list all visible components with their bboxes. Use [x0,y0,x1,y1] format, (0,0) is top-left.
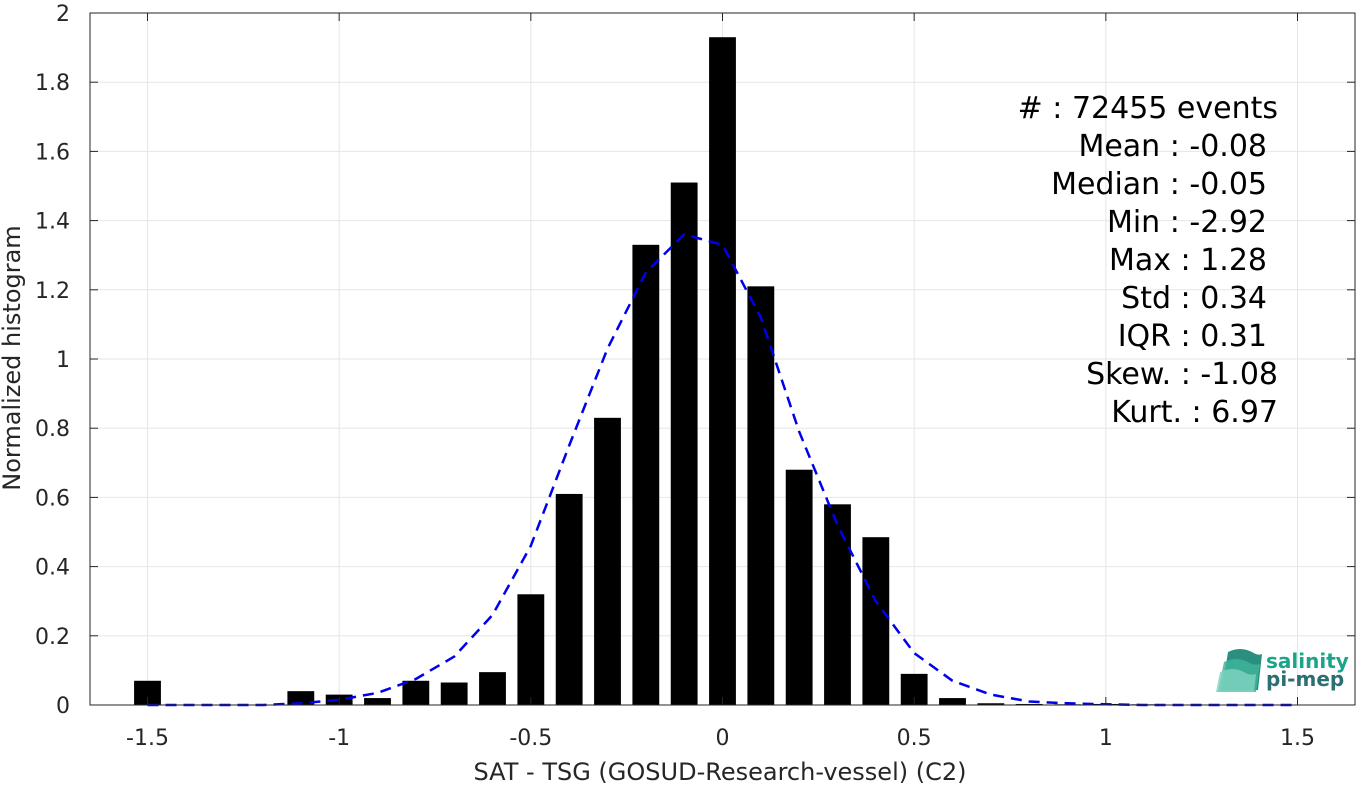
histogram-bar [939,698,966,705]
stats-iqr: IQR : 0.31 [1118,319,1267,354]
x-tick-labels: -1.5 -1 -0.5 0 0.5 1 1.5 [126,726,1315,751]
y-tick-label: 0.4 [35,556,70,581]
logo-line2: pi-mep [1266,667,1344,691]
stats-min: Min : -2.92 [1107,205,1267,240]
histogram-bar [364,698,391,705]
y-tick-label: 0 [56,694,70,719]
y-tick-label: 1.4 [35,210,70,235]
histogram-bar [1015,703,1043,705]
histogram-bar [555,493,583,705]
x-tick-label: 0 [716,726,730,751]
x-tick-label: 1.5 [1280,726,1315,751]
histogram-bar [479,672,506,705]
salinity-pimep-logo: salinity pi-mep [1216,649,1349,692]
axes [89,12,1356,706]
stats-box: # : 72455 events Mean : -0.08 Median : -… [1018,91,1278,430]
waves-icon [1216,649,1262,692]
logo-line1: salinity [1266,649,1349,673]
stats-count: # : 72455 events [1018,91,1278,126]
y-tick-label: 0.6 [35,486,70,511]
histogram-bar [977,703,1005,705]
x-axis-label: SAT - TSG (GOSUD-Research-vessel) (C2) [474,758,967,785]
stats-kurt: Kurt. : 6.97 [1111,395,1278,430]
y-tick-label: 0.2 [35,625,70,650]
y-tick-label: 2 [56,2,70,27]
y-tick-labels: 0 0.2 0.4 0.6 0.8 1 1.2 1.4 1.6 1.8 2 [35,2,70,719]
histogram-bar [517,594,545,705]
histogram-bar [594,417,621,705]
x-tick-label: 0.5 [897,726,932,751]
stats-mean: Mean : -0.08 [1078,129,1267,164]
histogram-bar [287,691,315,705]
histogram-bar [824,504,851,705]
y-tick-label: 1 [56,348,70,373]
stats-std: Std : 0.34 [1121,281,1267,316]
stats-median: Median : -0.05 [1051,167,1267,202]
x-tick-label: -1.5 [126,726,169,751]
y-tick-label: 1.2 [35,279,70,304]
y-tick-label: 1.6 [35,140,70,165]
histogram-bar [862,537,890,705]
x-tick-label: -1 [328,726,350,751]
histogram-bar [402,680,430,705]
y-tick-label: 0.8 [35,417,70,442]
stats-skew: Skew. : -1.08 [1086,357,1278,392]
histogram-bar [785,469,813,705]
y-tick-label: 1.8 [35,71,70,96]
histogram-bar [709,37,736,706]
x-tick-label: -0.5 [509,726,552,751]
histogram-bar [440,682,468,705]
histogram-bar [632,244,660,705]
histogram-bar [747,286,775,705]
stats-max: Max : 1.28 [1109,243,1267,278]
histogram-bar [670,182,698,706]
x-tick-label: 1 [1099,726,1113,751]
histogram-bars [134,37,1158,706]
y-axis-label: Normalized histogram [0,225,26,490]
